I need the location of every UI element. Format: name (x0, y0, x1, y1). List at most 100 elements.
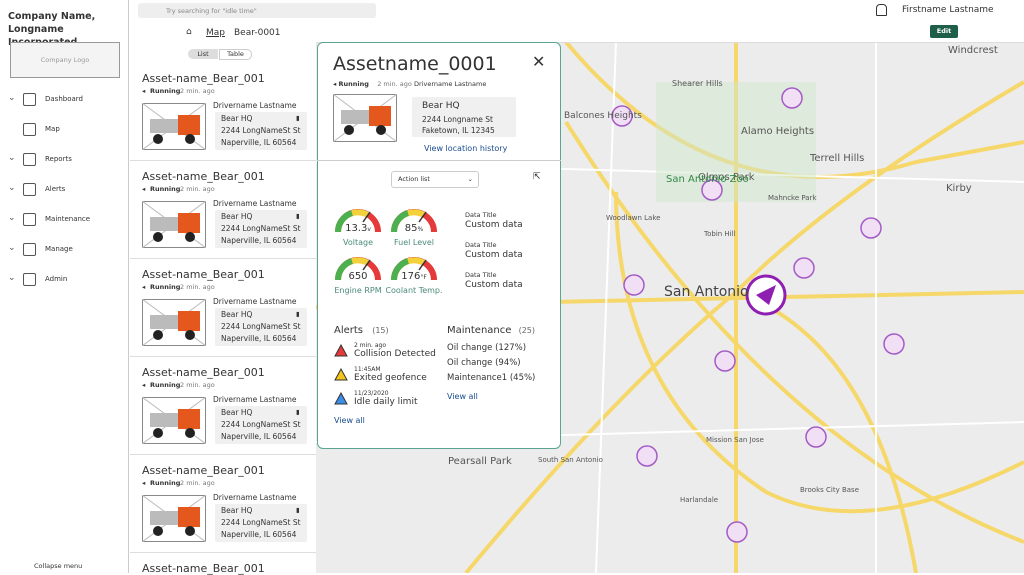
gauge-value: 13.3v (334, 223, 382, 234)
map-label: South San Antonio (538, 456, 603, 464)
detail-title: Assetname_0001 (333, 53, 497, 75)
place: Bear HQ (221, 408, 253, 417)
status-text: Running (338, 80, 369, 88)
action-list[interactable]: Action list ⌄ (391, 171, 479, 188)
asset-name[interactable]: Asset-name_Bear_001 (142, 268, 265, 281)
map-label: Alamo Heights (741, 126, 814, 137)
status: ◂ Running 2 min. ago (333, 80, 412, 88)
asset-card[interactable] (130, 160, 316, 259)
nav-icon (23, 243, 36, 256)
truck-image (142, 201, 206, 248)
street: 2244 LongNameSt St (221, 126, 301, 135)
city: Naperville, IL 60564 (221, 138, 297, 147)
city: Naperville, IL 60564 (221, 530, 297, 539)
nav-item[interactable]: Admin (45, 275, 68, 283)
tab-list[interactable]: List (188, 49, 218, 59)
collapse-menu[interactable]: Collapse menu (34, 562, 83, 570)
map-label: Olmos Park (698, 172, 755, 183)
truck-image (142, 397, 206, 444)
edit-button[interactable]: Edit (930, 25, 958, 38)
alert-time: 11:45AM (354, 366, 381, 373)
bell-icon[interactable] (876, 4, 887, 16)
address-box (215, 406, 307, 444)
map-label: Pearsall Park (448, 456, 512, 467)
tab-table[interactable]: Table (219, 49, 252, 60)
asset-name[interactable]: Asset-name_Bear_001 (142, 562, 265, 575)
alert-text: Exited geofence (354, 373, 427, 383)
driver: Drivername Lastname (414, 80, 487, 88)
asset-card[interactable] (130, 454, 316, 553)
nav-icon (23, 153, 36, 166)
address-box (215, 308, 307, 346)
map-label: Mission San Jose (706, 436, 764, 444)
alert-icon (334, 344, 348, 357)
breadcrumb-link[interactable]: Map (206, 28, 225, 38)
data-title: Data Title (465, 271, 497, 279)
gauge-value: 176°F (390, 271, 438, 282)
place: Bear HQ (422, 101, 460, 111)
address-box (215, 504, 307, 542)
time: 2 min. ago (180, 87, 215, 95)
data-value: Custom data (465, 220, 523, 230)
doc-icon: ▮ (296, 408, 300, 416)
map-label: Kirby (946, 183, 972, 194)
doc-icon: ▮ (296, 310, 300, 318)
nav-item[interactable]: Maintenance (45, 215, 91, 223)
gauge (335, 209, 381, 233)
close-button[interactable]: ✕ (532, 52, 546, 71)
driver: Drivername Lastname (213, 493, 297, 502)
asset-name[interactable]: Asset-name_Bear_001 (142, 464, 265, 477)
external-link[interactable]: ⇱ (533, 172, 541, 182)
time: 2 min. ago (180, 479, 215, 487)
logo: Company Logo (10, 42, 120, 78)
history-link[interactable]: View location history (424, 144, 508, 153)
alert-icon (334, 368, 348, 381)
search-box[interactable] (138, 3, 376, 18)
asset-name[interactable]: Asset-name_Bear_001 (142, 366, 265, 379)
nav-item[interactable]: Dashboard (45, 95, 83, 103)
data-value: Custom data (465, 250, 523, 260)
gauge-unit: % (417, 226, 424, 233)
alerts-title: Alerts (15) (334, 325, 389, 336)
address-box (215, 112, 307, 150)
asset-card[interactable] (130, 356, 316, 455)
run-icon: ◂ (142, 87, 146, 95)
alerts-count: (15) (372, 326, 389, 335)
gauge-number: 176 (401, 271, 421, 282)
maint-link[interactable]: View all (447, 392, 478, 401)
alert-text: Collision Detected (354, 349, 436, 359)
maint-item: Oil change (94%) (447, 358, 521, 368)
user-name[interactable]: Firstname Lastname (902, 5, 994, 15)
maint-count: (25) (518, 326, 536, 335)
gauge-label: Voltage (342, 238, 373, 247)
city: Faketown, IL 12345 (422, 126, 495, 135)
gauge-value: 85% (390, 223, 438, 234)
city: Naperville, IL 60564 (221, 334, 297, 343)
doc-icon: ▮ (296, 506, 300, 514)
home-icon[interactable]: ⌂ (186, 27, 192, 37)
run-icon: ◂ (142, 283, 146, 291)
asset-name[interactable]: Asset-name_Bear_001 (142, 72, 265, 85)
time: 2 min. ago (377, 80, 412, 88)
nav-icon (23, 213, 36, 226)
driver: Drivername Lastname (213, 199, 297, 208)
status: Running (150, 479, 181, 487)
alerts-link[interactable]: View all (334, 416, 365, 425)
nav-item[interactable]: Manage (45, 245, 73, 253)
breadcrumb-current: Bear-0001 (234, 28, 281, 38)
asset-card[interactable] (130, 62, 316, 161)
nav-chevron: ⌄ (8, 213, 16, 223)
gauge-unit: v (367, 226, 371, 233)
divider (317, 160, 561, 161)
alert-text: Idle daily limit (354, 397, 418, 407)
nav-item[interactable]: Reports (45, 155, 72, 163)
nav-item[interactable]: Alerts (45, 185, 66, 193)
maint-item: Maintenance1 (45%) (447, 373, 536, 383)
asset-card[interactable] (130, 258, 316, 357)
gauge-label: Coolant Temp. (385, 286, 443, 295)
map-label: Woodlawn Lake (606, 214, 660, 222)
asset-name[interactable]: Asset-name_Bear_001 (142, 170, 265, 183)
gauge (391, 257, 437, 281)
nav-item[interactable]: Map (45, 125, 60, 133)
